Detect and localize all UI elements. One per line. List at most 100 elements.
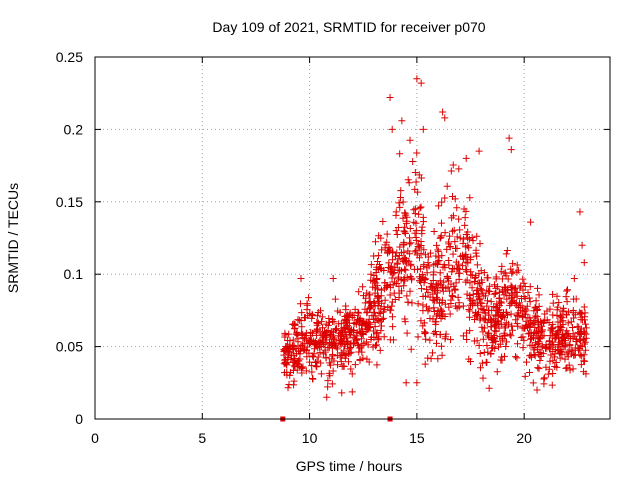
data-point bbox=[422, 329, 430, 337]
data-point bbox=[557, 313, 565, 321]
data-point bbox=[511, 353, 519, 361]
data-point bbox=[459, 332, 467, 340]
data-point bbox=[303, 301, 311, 309]
data-point bbox=[494, 317, 502, 325]
data-point bbox=[532, 297, 540, 305]
data-point bbox=[425, 305, 433, 313]
data-point bbox=[451, 238, 459, 246]
data-point bbox=[507, 282, 515, 290]
data-point bbox=[418, 285, 426, 293]
data-point bbox=[370, 271, 378, 279]
data-point bbox=[475, 270, 483, 278]
data-point bbox=[394, 255, 402, 263]
data-point bbox=[556, 311, 564, 319]
data-point bbox=[559, 304, 567, 312]
data-point bbox=[508, 269, 516, 277]
data-point bbox=[487, 298, 495, 306]
data-point bbox=[396, 203, 404, 211]
data-point bbox=[565, 332, 573, 340]
data-point bbox=[302, 367, 310, 375]
data-point bbox=[487, 349, 495, 357]
data-point bbox=[529, 332, 537, 340]
data-point bbox=[344, 345, 352, 353]
data-point bbox=[466, 301, 474, 309]
data-point bbox=[351, 361, 359, 369]
data-point bbox=[417, 278, 425, 286]
data-point bbox=[459, 255, 467, 263]
data-point bbox=[296, 300, 304, 308]
data-point bbox=[448, 292, 456, 300]
data-point bbox=[580, 303, 588, 311]
data-point bbox=[483, 274, 491, 282]
data-point bbox=[404, 298, 412, 306]
data-point bbox=[498, 275, 506, 283]
y-axis-label: SRMTID / TECUs bbox=[5, 183, 21, 293]
data-point bbox=[378, 315, 386, 323]
data-point bbox=[374, 302, 382, 310]
data-point bbox=[401, 229, 409, 237]
data-point bbox=[547, 351, 555, 359]
data-point bbox=[325, 344, 333, 352]
data-point bbox=[288, 342, 296, 350]
data-point bbox=[399, 257, 407, 265]
data-point bbox=[468, 300, 476, 308]
data-point bbox=[359, 283, 367, 291]
data-point bbox=[432, 327, 440, 335]
data-point bbox=[549, 290, 557, 298]
data-point bbox=[438, 252, 446, 260]
data-point bbox=[580, 351, 588, 359]
data-point bbox=[324, 377, 332, 385]
y-tick-label: 0.1 bbox=[64, 266, 84, 282]
data-point bbox=[459, 262, 467, 270]
data-point bbox=[555, 347, 563, 355]
data-point bbox=[535, 350, 543, 358]
data-point bbox=[396, 194, 404, 202]
data-point bbox=[392, 227, 400, 235]
data-point bbox=[447, 336, 455, 344]
data-point bbox=[498, 356, 506, 364]
data-point bbox=[563, 287, 571, 295]
data-point bbox=[533, 386, 541, 394]
data-point bbox=[355, 288, 363, 296]
data-point bbox=[388, 313, 396, 321]
data-point bbox=[434, 286, 442, 294]
data-point bbox=[527, 353, 535, 361]
data-point bbox=[437, 342, 445, 350]
data-point bbox=[449, 212, 457, 220]
data-point bbox=[572, 295, 580, 303]
data-point bbox=[369, 283, 377, 291]
data-point bbox=[426, 314, 434, 322]
data-point bbox=[478, 359, 486, 367]
data-point bbox=[535, 302, 543, 310]
data-point bbox=[475, 295, 483, 303]
data-point bbox=[462, 266, 470, 274]
data-point bbox=[480, 269, 488, 277]
data-point bbox=[536, 357, 544, 365]
data-point bbox=[500, 329, 508, 337]
data-point bbox=[472, 312, 480, 320]
data-point bbox=[530, 346, 538, 354]
data-point bbox=[329, 367, 337, 375]
data-point bbox=[346, 325, 354, 333]
data-point bbox=[280, 369, 288, 377]
data-point bbox=[411, 248, 419, 256]
data-point bbox=[327, 328, 335, 336]
data-point bbox=[377, 322, 385, 330]
data-point bbox=[501, 322, 509, 330]
data-point bbox=[295, 347, 303, 355]
data-point bbox=[463, 234, 471, 242]
data-point bbox=[549, 369, 557, 377]
data-point bbox=[388, 125, 396, 133]
data-point bbox=[508, 298, 516, 306]
data-point bbox=[435, 257, 443, 265]
data-point bbox=[526, 314, 534, 322]
data-point bbox=[533, 313, 541, 321]
data-point bbox=[581, 329, 589, 337]
data-point bbox=[348, 388, 356, 396]
data-point bbox=[316, 349, 324, 357]
data-point bbox=[325, 369, 333, 377]
data-point bbox=[525, 294, 533, 302]
data-point bbox=[388, 302, 396, 310]
data-point bbox=[478, 323, 486, 331]
